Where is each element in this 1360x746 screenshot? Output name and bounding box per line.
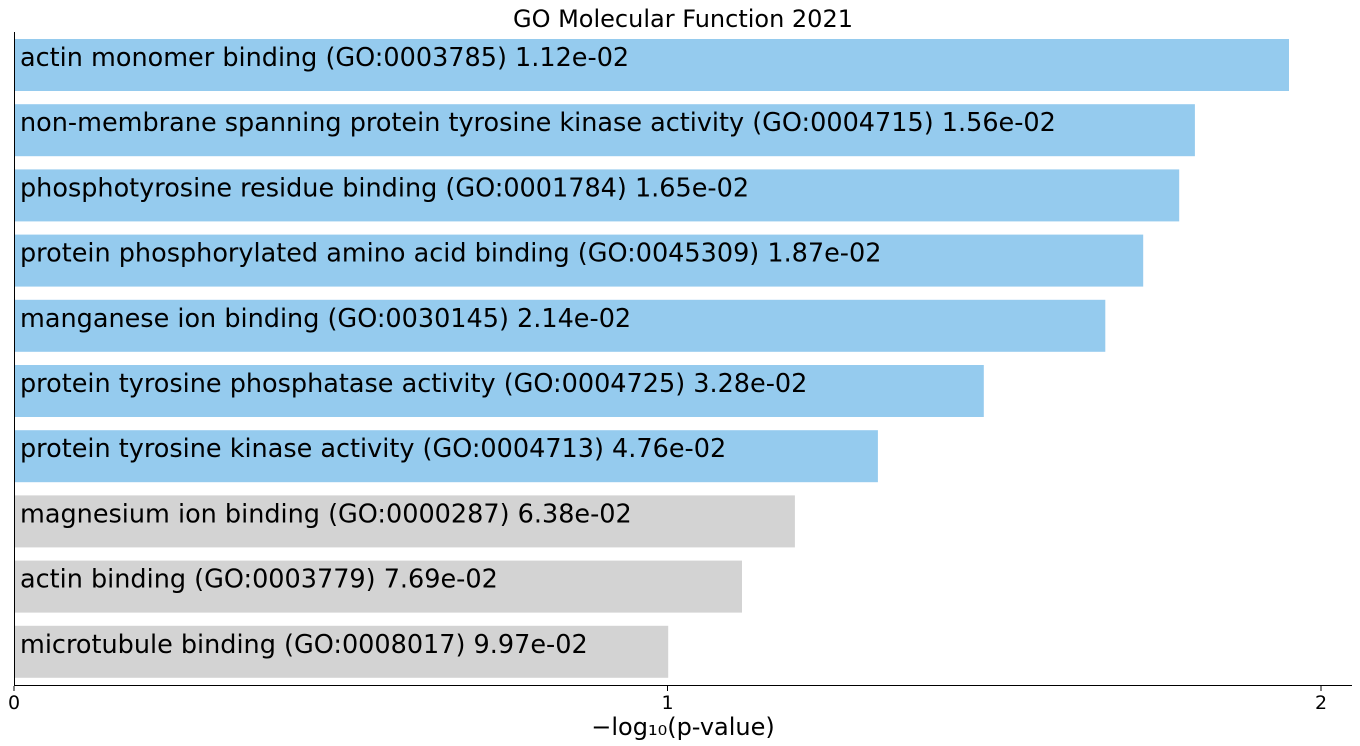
bar-label-7: protein tyrosine kinase activity (GO:000… — [20, 434, 726, 464]
x-tick-label-0: 0 — [8, 692, 20, 714]
x-tick-label-1: 1 — [661, 692, 673, 714]
bar-label-5: manganese ion binding (GO:0030145) 2.14e… — [20, 304, 631, 334]
bar-1 — [14, 39, 1289, 91]
bar-10 — [14, 625, 669, 678]
bar-5 — [14, 299, 1106, 352]
bar-8 — [14, 495, 795, 548]
bar-label-3: phosphotyrosine residue binding (GO:0001… — [20, 173, 749, 203]
bar-7 — [14, 430, 878, 483]
bar-3 — [14, 169, 1180, 222]
bar-6 — [14, 365, 984, 417]
x-axis-label: −log₁₀(p-value) — [591, 713, 774, 741]
bar-label-4: protein phosphorylated amino acid bindin… — [20, 239, 881, 269]
x-ticks-group: 0 1 2 — [8, 686, 1327, 714]
x-tick-label-2: 2 — [1315, 692, 1327, 714]
bar-labels-group: actin monomer binding (GO:0003785) 1.12e… — [20, 43, 1056, 660]
bar-label-1: actin monomer binding (GO:0003785) 1.12e… — [20, 43, 629, 73]
bar-label-10: microtubule binding (GO:0008017) 9.97e-0… — [20, 630, 588, 660]
bar-label-2: non-membrane spanning protein tyrosine k… — [20, 108, 1056, 138]
bar-9 — [14, 560, 742, 613]
bar-label-6: protein tyrosine phosphatase activity (G… — [20, 369, 807, 399]
chart-title: GO Molecular Function 2021 — [513, 5, 853, 33]
bar-label-9: actin binding (GO:0003779) 7.69e-02 — [20, 565, 498, 595]
bars-group — [14, 39, 1289, 678]
bar-2 — [14, 104, 1195, 157]
bar-4 — [14, 234, 1144, 287]
bar-label-8: magnesium ion binding (GO:0000287) 6.38e… — [20, 499, 632, 529]
